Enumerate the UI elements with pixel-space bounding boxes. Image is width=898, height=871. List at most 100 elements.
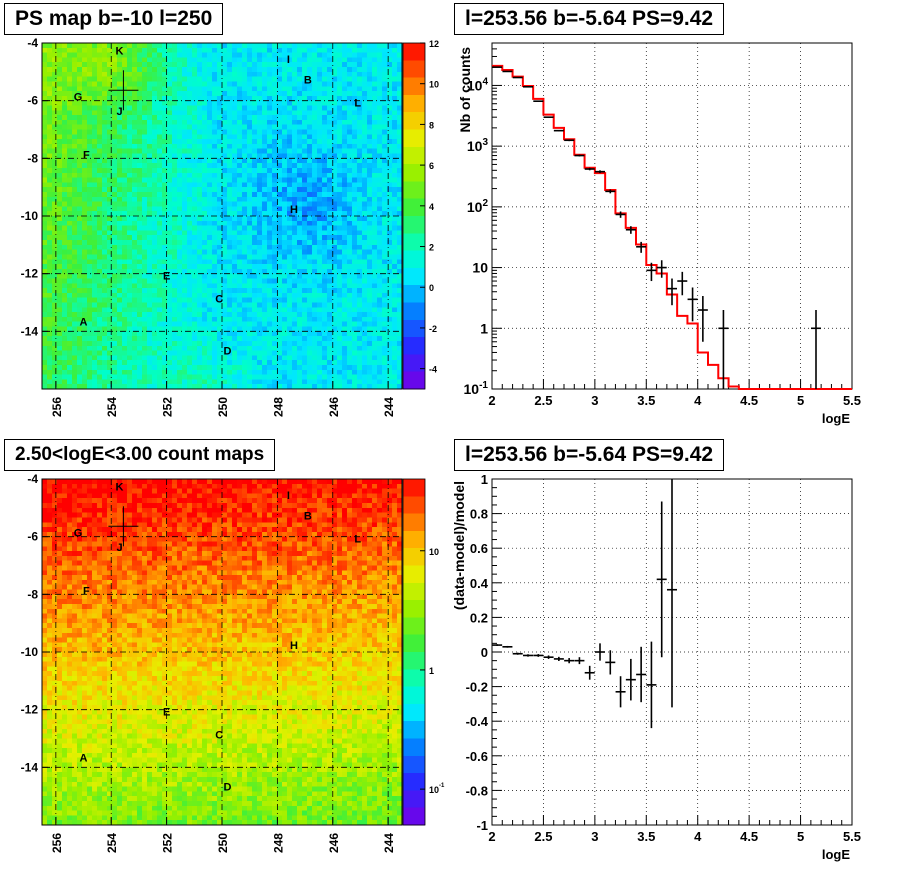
spectrum-data-point xyxy=(574,154,585,157)
residuals-xlabel: logE xyxy=(822,847,850,862)
ps-map-colorbar xyxy=(403,43,425,390)
count-map-cb-tick-label: 10-1 xyxy=(429,783,445,795)
spectrum-xtick-label: 4.5 xyxy=(740,393,758,408)
ps-map-xtick-label: 244 xyxy=(382,397,396,417)
source-label-I: I xyxy=(287,54,290,66)
source-label-F: F xyxy=(83,149,90,161)
count-map-title: 2.50<logE<3.00 count maps xyxy=(4,439,276,471)
source-label-J: J xyxy=(116,542,122,554)
source-label-H: H xyxy=(290,204,298,216)
residuals-data-point xyxy=(533,654,544,657)
spectrum-ytick-label: 102 xyxy=(467,198,489,215)
spectrum-data-point xyxy=(677,271,688,296)
spectrum-data-point xyxy=(656,260,667,278)
source-label-I: I xyxy=(287,490,290,502)
spectrum-ytick-label: 103 xyxy=(467,137,489,154)
count-map-xtick-label: 256 xyxy=(50,833,64,853)
count-map-colorbar xyxy=(403,479,425,826)
ps-map-cb-tick-label: 2 xyxy=(429,243,434,253)
count-map-ytick-label: -6 xyxy=(27,530,38,544)
spectrum-data-point xyxy=(492,66,503,68)
source-label-C: C xyxy=(215,294,223,306)
residuals-ytick-label: -0.2 xyxy=(466,680,488,695)
residuals-ytick-label: 0 xyxy=(481,645,488,660)
ps-map-ytick-label: -6 xyxy=(27,94,38,108)
residuals-xtick-label: 5.5 xyxy=(843,829,861,844)
residuals-group: 2 2.5 3 3.5 4 4.5 5 5.5 1 0.8 0.6 0.4 0.2 0 -0.2 -0.4 -0… xyxy=(451,472,861,862)
spectrum-data-point xyxy=(625,226,636,234)
spectrum-data-point xyxy=(543,116,554,118)
ps-map-cells xyxy=(42,43,403,390)
ps-map-cb-tick-label: 6 xyxy=(429,161,434,171)
spectrum-ytick-label: 10-1 xyxy=(464,380,489,397)
spectrum-data-point xyxy=(523,85,533,88)
source-label-G: G xyxy=(74,528,83,540)
ps-map-cb-tick-label: 0 xyxy=(429,283,434,293)
residuals-data-point xyxy=(646,641,657,729)
source-label-L: L xyxy=(354,97,361,109)
spectrum-data-point xyxy=(512,76,523,79)
count-map-ytick-label: -8 xyxy=(27,587,38,601)
count-map-xtick-label: 254 xyxy=(105,833,119,853)
spectrum-title: l=253.56 b=-5.64 PS=9.42 xyxy=(454,3,725,35)
residuals-ytick-label: 0.4 xyxy=(470,576,489,591)
source-label-D: D xyxy=(224,781,232,793)
count-map-cells xyxy=(42,479,403,826)
residuals-data-point xyxy=(523,654,533,657)
source-label-D: D xyxy=(224,345,232,357)
residuals-data-point xyxy=(502,645,513,648)
spectrum-data-point xyxy=(667,278,677,306)
count-map-ytick-label: -12 xyxy=(21,703,39,717)
residuals-xtick-label: 3 xyxy=(591,829,598,844)
spectrum-xtick-label: 5.5 xyxy=(843,393,861,408)
count-map-xtick-label: 246 xyxy=(327,833,341,853)
spectrum-data-point xyxy=(595,170,605,174)
spectrum-ylabel: Nb of counts xyxy=(457,47,473,133)
residuals-data-point xyxy=(574,657,585,665)
source-label-K: K xyxy=(116,482,124,494)
residuals-data-point xyxy=(625,658,636,701)
residuals-data-point xyxy=(584,665,595,680)
spectrum-xtick-label: 2 xyxy=(488,393,495,408)
count-map-ytick-label: -4 xyxy=(27,472,38,486)
spectrum-data-point xyxy=(697,296,708,342)
residuals-ytick-label: -0.6 xyxy=(466,749,488,764)
source-label-F: F xyxy=(83,585,90,597)
spectrum-ytick-label: 104 xyxy=(467,76,489,93)
source-label-E: E xyxy=(163,706,170,718)
ps-map-ytick-label: -12 xyxy=(21,267,39,281)
residuals-xtick-label: 5 xyxy=(797,829,804,844)
source-label-C: C xyxy=(215,730,223,742)
spectrum-xtick-label: 3 xyxy=(591,393,598,408)
ps-map-title: PS map b=-10 l=250 xyxy=(4,3,224,35)
ps-map-xtick-label: 252 xyxy=(161,397,175,417)
ps-map-ytick-label: -4 xyxy=(27,36,38,50)
count-map-cb-tick-label: 10 xyxy=(429,547,439,557)
residuals-ytick-label: 0.6 xyxy=(470,541,488,556)
source-label-G: G xyxy=(74,92,83,104)
count-map-xtick-label: 248 xyxy=(271,833,285,853)
residuals-data-point xyxy=(636,646,647,703)
source-label-J: J xyxy=(116,106,122,118)
spectrum-data-point xyxy=(605,189,616,194)
residuals-xtick-label: 2.5 xyxy=(534,829,552,844)
source-label-A: A xyxy=(80,753,88,765)
residuals-data-point xyxy=(615,676,626,708)
ps-map-cb-tick-label: 8 xyxy=(429,120,434,130)
count-map-xtick-label: 244 xyxy=(382,833,396,853)
spectrum-xtick-label: 2.5 xyxy=(534,393,552,408)
residuals-data-point xyxy=(595,643,605,661)
count-map-cb-tick-label: 1 xyxy=(429,666,434,676)
residuals-ylabel: (data-model)/model xyxy=(451,481,467,610)
residuals-xtick-label: 4.5 xyxy=(740,829,758,844)
spectrum-ytick-label: 10 xyxy=(472,260,488,276)
spectrum-data-point xyxy=(687,287,698,322)
residuals-ytick-label: -0.4 xyxy=(466,714,489,729)
spectrum-xtick-label: 4 xyxy=(694,393,702,408)
ps-map-ytick-label: -14 xyxy=(21,324,39,338)
spectrum-xtick-label: 5 xyxy=(797,393,804,408)
residuals-data-point xyxy=(667,479,677,708)
residuals-data-point xyxy=(543,655,554,659)
spectrum-data-point xyxy=(615,211,626,218)
ps-map-cb-tick-label: 12 xyxy=(429,39,439,49)
